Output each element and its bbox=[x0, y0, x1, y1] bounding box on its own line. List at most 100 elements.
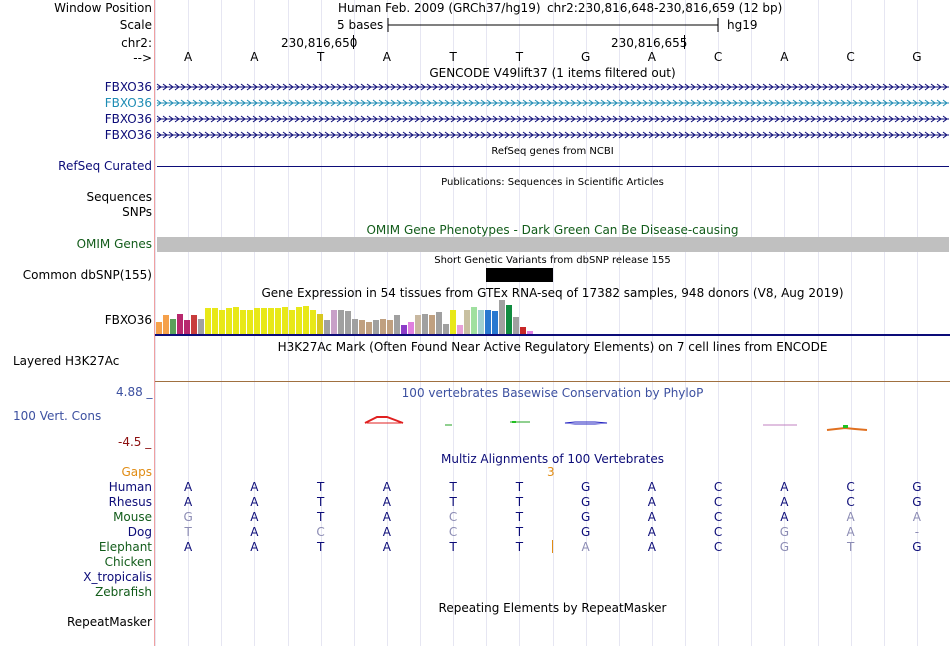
gencode-transcript-label[interactable]: FBXO36 bbox=[104, 80, 152, 94]
gtex-label[interactable]: FBXO36 bbox=[104, 313, 152, 327]
species-label[interactable]: Mouse bbox=[113, 510, 152, 524]
dbsnp-variant-block[interactable] bbox=[486, 268, 553, 282]
strand-arrow bbox=[630, 83, 636, 91]
strand-arrow bbox=[408, 83, 414, 91]
aligned-base: A bbox=[648, 495, 657, 509]
strand-arrow bbox=[720, 99, 726, 107]
gtex-tissue-bar bbox=[345, 311, 351, 334]
strand-arrow bbox=[324, 131, 330, 139]
aligned-base: G bbox=[581, 510, 590, 524]
repeatmasker-label[interactable]: RepeatMasker bbox=[66, 615, 152, 629]
gencode-transcript-label[interactable]: FBXO36 bbox=[104, 128, 152, 142]
strand-arrow bbox=[714, 99, 720, 107]
aligned-base: A bbox=[780, 510, 789, 524]
gencode-track[interactable] bbox=[155, 80, 950, 144]
species-label[interactable]: Rhesus bbox=[108, 495, 152, 509]
aligned-base: C bbox=[449, 510, 457, 524]
strand-arrow bbox=[906, 131, 912, 139]
strand-arrow bbox=[558, 83, 564, 91]
strand-arrow bbox=[216, 131, 222, 139]
multiz-alignment[interactable]: A A T A T T G A C A C GA A T A T T G A C A C GG A T A C T G A C A A AT A C A… bbox=[155, 479, 950, 599]
refseq-gene-line[interactable] bbox=[157, 166, 949, 167]
strand-arrow bbox=[504, 83, 510, 91]
strand-arrow bbox=[216, 83, 222, 91]
strand-arrow bbox=[300, 83, 306, 91]
strand-arrow bbox=[576, 115, 582, 123]
gtex-tissue-bar bbox=[331, 310, 337, 334]
omim-phenotype-bar[interactable] bbox=[157, 237, 949, 252]
base-letter: G bbox=[912, 50, 921, 64]
gencode-transcript-label[interactable]: FBXO36 bbox=[104, 96, 152, 110]
aligned-base: A bbox=[648, 525, 657, 539]
strand-arrow bbox=[684, 83, 690, 91]
multiz-title: Multiz Alignments of 100 Vertebrates bbox=[440, 452, 665, 466]
strand-arrow bbox=[864, 83, 870, 91]
sequences-label[interactable]: Sequences bbox=[86, 190, 152, 204]
strand-arrow bbox=[756, 115, 762, 123]
strand-arrow bbox=[888, 99, 894, 107]
cons-min-label: -4.5 _ bbox=[118, 435, 152, 449]
strand-arrow bbox=[426, 83, 432, 91]
cons-peak-red bbox=[364, 416, 404, 424]
strand-arrow bbox=[168, 115, 174, 123]
gtex-tissue-bar bbox=[394, 315, 400, 334]
gaps-label[interactable]: Gaps bbox=[121, 465, 152, 479]
strand-arrow bbox=[408, 99, 414, 107]
scale-label: Scale bbox=[119, 18, 152, 32]
aligned-base: A bbox=[383, 510, 392, 524]
strand-arrow bbox=[168, 99, 174, 107]
base-letter: A bbox=[780, 50, 789, 64]
strand-arrow bbox=[924, 99, 930, 107]
strand-arrow bbox=[198, 115, 204, 123]
cons-signal-plot[interactable] bbox=[155, 410, 950, 436]
gtex-tissue-bar bbox=[450, 310, 456, 334]
h3k27ac-label[interactable]: Layered H3K27Ac bbox=[13, 354, 120, 368]
species-label[interactable]: Chicken bbox=[104, 555, 152, 569]
track-area[interactable] bbox=[155, 0, 950, 646]
strand-arrow bbox=[192, 131, 198, 139]
strand-arrow bbox=[720, 131, 726, 139]
base-letter: C bbox=[714, 50, 722, 64]
strand-arrow bbox=[870, 131, 876, 139]
gencode-transcript-label[interactable]: FBXO36 bbox=[104, 112, 152, 126]
refseq-label[interactable]: RefSeq Curated bbox=[58, 159, 152, 173]
strand-arrow bbox=[522, 83, 528, 91]
gtex-expression-chart[interactable] bbox=[155, 299, 950, 336]
strand-arrow bbox=[510, 99, 516, 107]
strand-arrow bbox=[156, 115, 162, 123]
strand-arrow bbox=[654, 131, 660, 139]
strand-arrow bbox=[492, 99, 498, 107]
snps-label[interactable]: SNPs bbox=[122, 205, 152, 219]
species-label[interactable]: Elephant bbox=[98, 540, 152, 554]
strand-arrow bbox=[294, 83, 300, 91]
species-label[interactable]: Human bbox=[108, 480, 152, 494]
omim-label[interactable]: OMIM Genes bbox=[76, 237, 152, 251]
coord-right: 230,816,655 bbox=[611, 36, 688, 50]
strand-arrow bbox=[540, 83, 546, 91]
strand-arrow bbox=[468, 99, 474, 107]
strand-arrow bbox=[786, 83, 792, 91]
strand-arrow bbox=[576, 83, 582, 91]
species-label[interactable]: Zebrafish bbox=[95, 585, 152, 599]
strand-arrow bbox=[654, 83, 660, 91]
dbsnp-label[interactable]: Common dbSNP(155) bbox=[22, 268, 152, 282]
strand-arrow bbox=[762, 131, 768, 139]
strand-arrow bbox=[750, 83, 756, 91]
strand-arrow bbox=[924, 83, 930, 91]
strand-arrow bbox=[510, 115, 516, 123]
strand-arrow bbox=[876, 131, 882, 139]
strand-arrow bbox=[840, 115, 846, 123]
strand-arrow bbox=[330, 115, 336, 123]
strand-arrow bbox=[234, 115, 240, 123]
strand-arrow bbox=[792, 99, 798, 107]
species-label[interactable]: Dog bbox=[127, 525, 152, 539]
strand-arrow bbox=[804, 99, 810, 107]
cons-label[interactable]: 100 Vert. Cons bbox=[13, 409, 102, 423]
gtex-tissue-bar bbox=[268, 308, 274, 334]
species-label[interactable]: X_tropicalis bbox=[83, 570, 152, 584]
strand-arrow bbox=[642, 131, 648, 139]
gtex-tissue-bar bbox=[261, 308, 267, 334]
strand-arrow bbox=[666, 115, 672, 123]
strand-arrow bbox=[342, 115, 348, 123]
strand-arrow bbox=[726, 83, 732, 91]
